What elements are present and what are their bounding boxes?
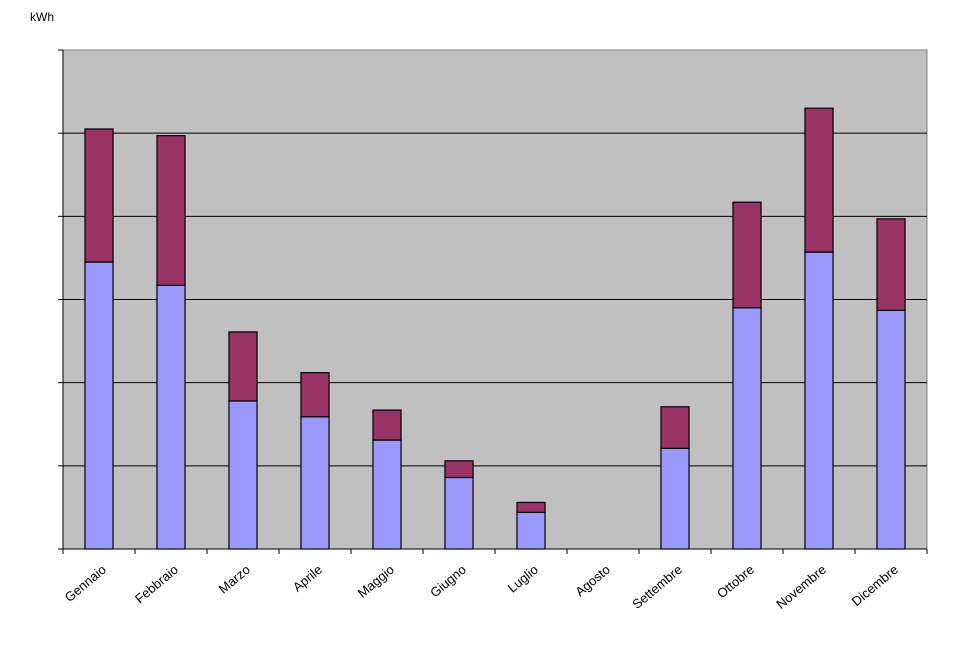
bar-segment-lower xyxy=(300,416,330,550)
bar-segment-lower xyxy=(444,476,474,550)
bar-segment-lower xyxy=(804,251,834,550)
x-tick-label: Gennaio xyxy=(62,562,109,605)
bar-segment-lower xyxy=(876,309,906,550)
gridlines xyxy=(63,132,927,467)
x-tick-label: Agosto xyxy=(572,562,613,600)
bar-segment-upper xyxy=(228,331,258,402)
bar-segment-upper xyxy=(516,501,546,514)
bar-segment-upper xyxy=(804,107,834,253)
bars xyxy=(84,107,906,550)
bar-segment-upper xyxy=(300,372,330,418)
x-tick-label: Dicembre xyxy=(849,562,901,609)
x-tick-label: Luglio xyxy=(505,562,541,596)
bar-segment-upper xyxy=(876,218,906,311)
x-tick-label: Novembre xyxy=(773,562,829,612)
axes xyxy=(58,49,928,554)
bar-segment-lower xyxy=(372,439,402,550)
x-tick-label: Febbraio xyxy=(132,562,181,606)
bar-segment-upper xyxy=(444,460,474,479)
bar-segment-lower xyxy=(228,400,258,550)
x-tick-label: Aprile xyxy=(290,562,325,595)
bar-segment-lower xyxy=(660,447,690,550)
x-tick-label: Marzo xyxy=(216,562,253,597)
bar-segment-upper xyxy=(84,128,114,263)
x-tick-label: Giugno xyxy=(427,562,469,600)
bar-segment-lower xyxy=(732,307,762,550)
bar-segment-upper xyxy=(372,409,402,441)
x-tick-label: Ottobre xyxy=(714,562,757,601)
y-axis-unit-label: kWh xyxy=(30,10,54,24)
x-tick-label: Settembre xyxy=(629,562,685,612)
bar-segment-upper xyxy=(732,201,762,309)
bar-segment-lower xyxy=(84,261,114,550)
x-tick-labels: Gennaio Febbraio Marzo Aprile Maggio Giugno Lu… xyxy=(62,562,901,612)
bar-segment-lower xyxy=(516,511,546,550)
x-tick-label: Maggio xyxy=(355,562,397,601)
bar-segment-upper xyxy=(156,135,186,286)
bar-segment-upper xyxy=(660,406,690,449)
bar-segment-lower xyxy=(156,284,186,550)
